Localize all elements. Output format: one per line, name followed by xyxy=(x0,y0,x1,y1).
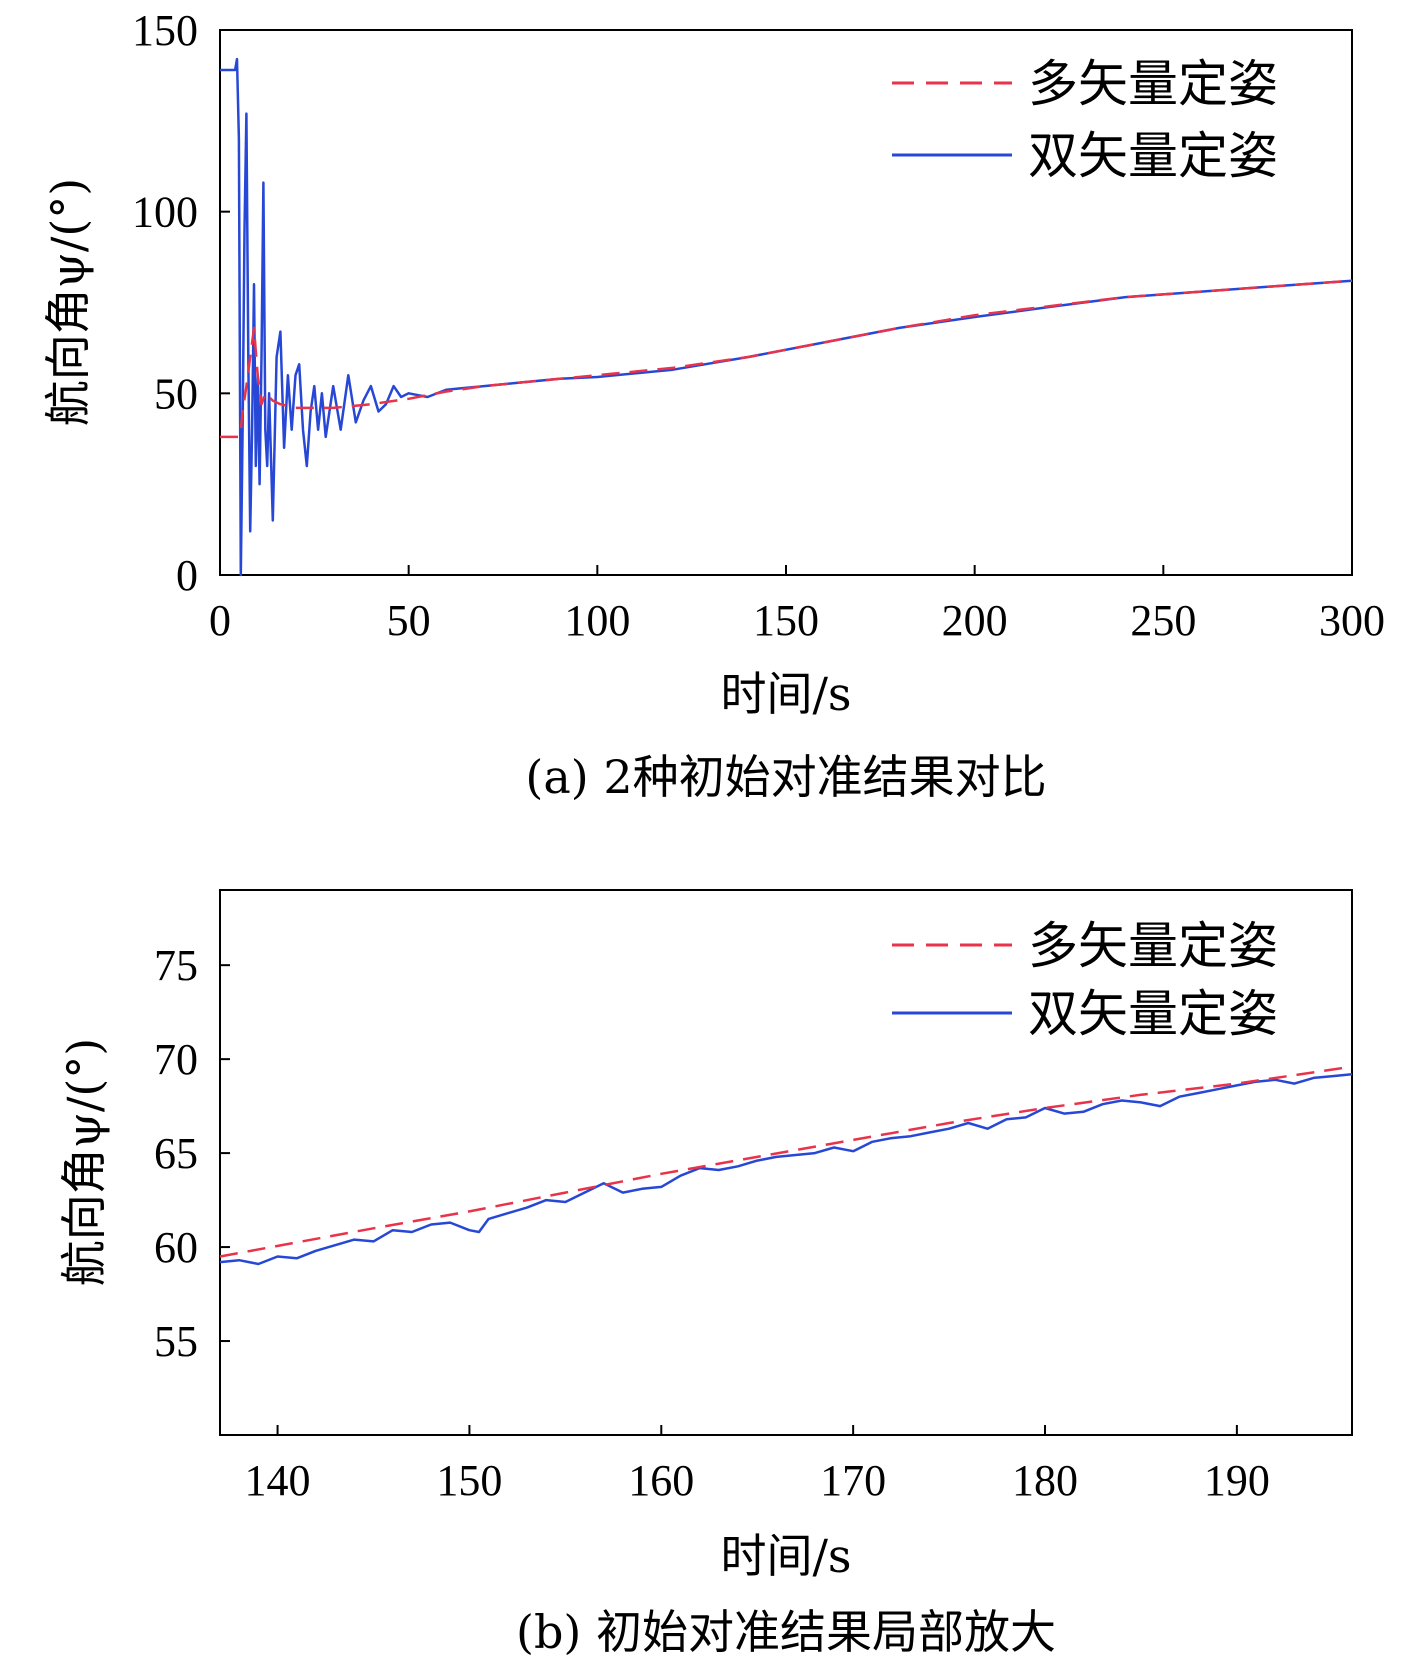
series-layer-a xyxy=(220,57,1353,577)
y-tick-label-a-150: 150 xyxy=(132,6,198,55)
y-tick-label-b-60: 60 xyxy=(154,1223,198,1272)
legend-a-multi-label: 多矢量定姿 xyxy=(1028,55,1278,113)
legend-b: 多矢量定姿 双矢量定姿 xyxy=(892,917,1278,1043)
y-tick-label-b-55: 55 xyxy=(154,1317,198,1366)
x-tick-label-b-180: 180 xyxy=(1012,1456,1078,1505)
x-tick-label-a-0: 0 xyxy=(209,596,231,645)
caption-b: (b) 初始对准结果局部放大 xyxy=(516,1605,1056,1659)
chart-b: 140 150 160 170 180 190 55 60 65 70 75 多矢量定姿 双矢量定姿… xyxy=(57,889,1353,1659)
x-tick-label-a-50: 50 xyxy=(387,596,431,645)
y-tick-label-a-50: 50 xyxy=(154,369,198,418)
x-tick-label-b-140: 140 xyxy=(245,1456,311,1505)
x-tick-label-b-160: 160 xyxy=(628,1456,694,1505)
tick-marks-b xyxy=(220,964,1238,1435)
tick-marks-a xyxy=(219,29,1353,576)
y-tick-label-a-100: 100 xyxy=(132,188,198,237)
x-tick-label-a-200: 200 xyxy=(942,596,1008,645)
y-axis-label-a: 航向角ψ/(°) xyxy=(41,178,95,426)
x-axis-label-a: 时间/s xyxy=(720,667,851,721)
caption-a: (a) 2种初始对准结果对比 xyxy=(525,750,1046,804)
series-line-b-dual-vector xyxy=(219,1072,1353,1266)
y-tick-label-b-65: 65 xyxy=(154,1129,198,1178)
tick-labels-b: 140 150 160 170 180 190 55 60 65 70 75 xyxy=(154,941,1270,1505)
series-line-a-multi-vector xyxy=(220,279,1353,439)
legend-b-multi-label: 多矢量定姿 xyxy=(1028,917,1278,975)
tick-labels-a: 0 50 100 150 200 250 300 0 50 100 150 xyxy=(132,6,1385,645)
x-tick-label-a-150: 150 xyxy=(753,596,819,645)
x-tick-label-a-100: 100 xyxy=(564,596,630,645)
series-layer-b xyxy=(219,1065,1353,1266)
y-axis-label-b: 航向角ψ/(°) xyxy=(57,1038,111,1286)
x-tick-label-b-170: 170 xyxy=(820,1456,886,1505)
x-tick-label-b-190: 190 xyxy=(1204,1456,1270,1505)
y-tick-label-b-70: 70 xyxy=(154,1035,198,1084)
legend-b-dual-label: 双矢量定姿 xyxy=(1028,985,1278,1043)
x-tick-label-b-150: 150 xyxy=(436,1456,502,1505)
legend-a: 多矢量定姿 双矢量定姿 xyxy=(892,55,1278,185)
legend-a-dual-label: 双矢量定姿 xyxy=(1028,127,1278,185)
plot-frame-b xyxy=(219,889,1353,1436)
x-tick-label-a-300: 300 xyxy=(1319,596,1385,645)
x-axis-label-b: 时间/s xyxy=(720,1529,851,1583)
x-tick-label-a-250: 250 xyxy=(1130,596,1196,645)
y-tick-label-a-0: 0 xyxy=(176,551,198,600)
y-tick-label-b-75: 75 xyxy=(154,941,198,990)
series-line-b-multi-vector xyxy=(219,1065,1353,1258)
